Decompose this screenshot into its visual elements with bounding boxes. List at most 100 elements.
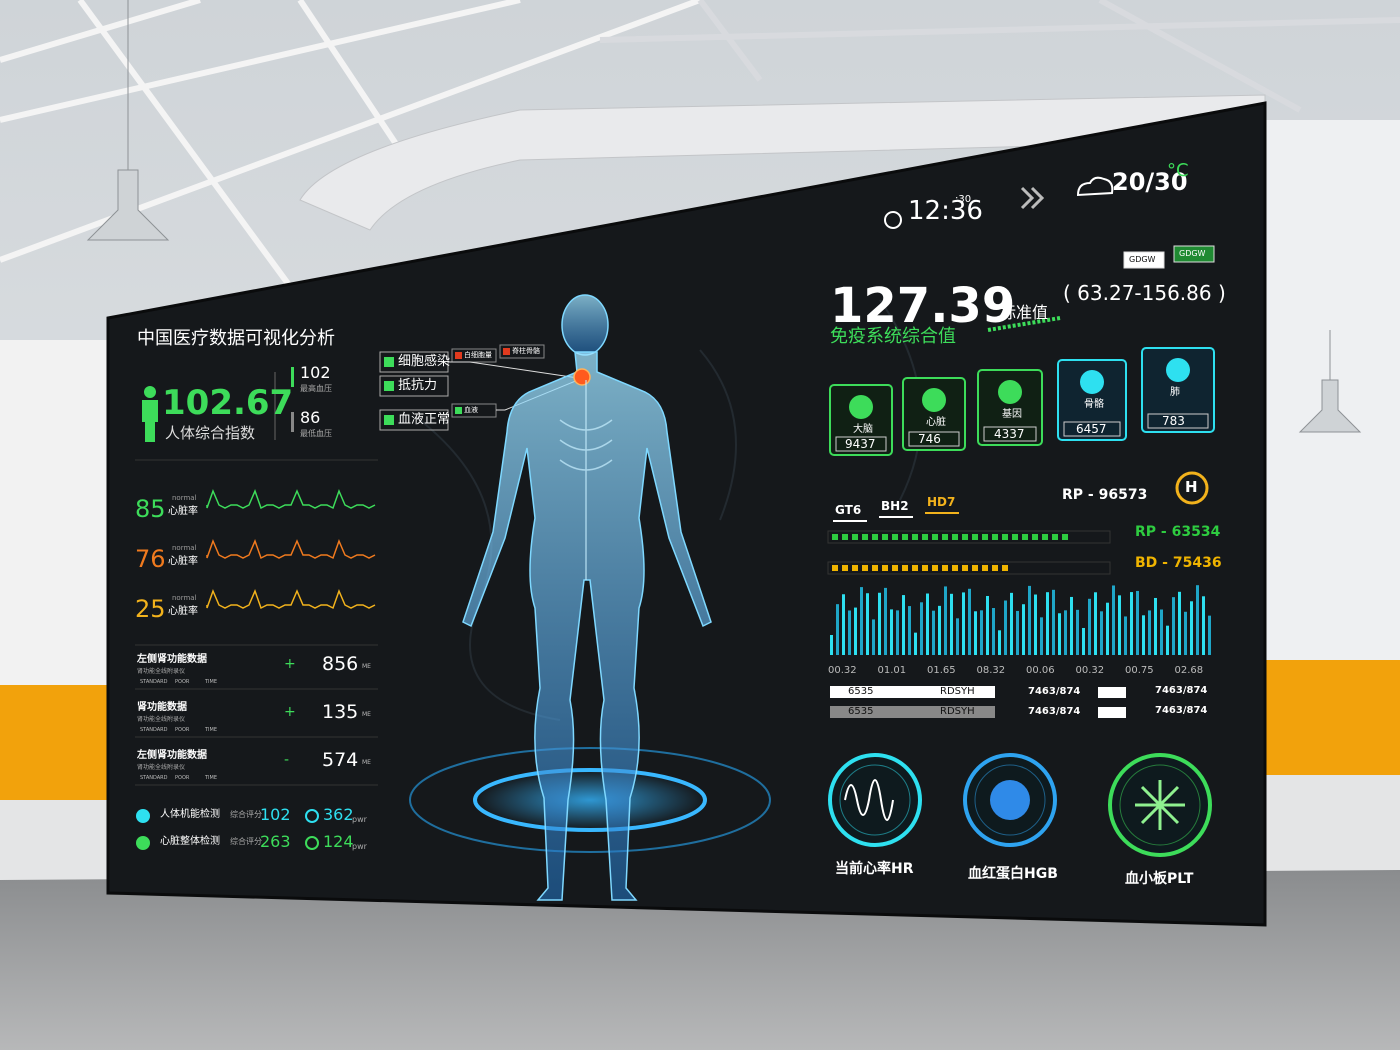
- organ-tile: [1057, 359, 1127, 441]
- platelet-image: [1135, 780, 1185, 830]
- organ-name: 肺: [1170, 387, 1180, 398]
- wall-left: [0, 800, 110, 880]
- heart-rate-label: 心脏率: [168, 606, 198, 617]
- function-value: 574: [322, 749, 359, 771]
- spectrum-bar: [986, 595, 989, 655]
- chevrons: [1020, 186, 1045, 210]
- spectrum-bar: [914, 632, 917, 655]
- organ-value-box: [1063, 421, 1121, 437]
- gauge-inner: [974, 764, 1046, 836]
- function-subtitle: 肾功能全线附录仪: [137, 668, 186, 675]
- wave-label: 02.68: [1174, 665, 1204, 676]
- spectrum-bar: [848, 610, 851, 655]
- wave-label: 08.32: [976, 665, 1006, 676]
- check-icon: [136, 836, 150, 850]
- tag-label: 细胞感染: [398, 354, 451, 369]
- wave-label: 01.65: [927, 665, 956, 676]
- function-value: 135: [322, 701, 359, 723]
- logo-ring: [1175, 471, 1209, 505]
- organ-value: 746: [918, 432, 941, 446]
- spectrum-bar: [992, 608, 995, 655]
- spectrum-bar: [878, 592, 881, 655]
- index-value: 102.67: [162, 383, 294, 423]
- pressure-label: 最低血压: [300, 429, 332, 438]
- organ-value: 9437: [845, 437, 876, 451]
- spectrum-bar: [1136, 590, 1139, 655]
- standard-label: 标准值: [1000, 303, 1049, 322]
- tab: GT6: [835, 503, 862, 517]
- spectrum-bar: [1196, 585, 1199, 655]
- rp-label: RP - 96573: [1062, 487, 1148, 503]
- spectrum-bar: [1070, 596, 1073, 655]
- tag-check: [384, 381, 394, 391]
- badge-label: GDGW: [1129, 255, 1156, 264]
- person-icon: [144, 386, 156, 398]
- heart-rate-value: 25: [135, 595, 166, 623]
- small-tag-box: [451, 348, 497, 363]
- main-label: 免疫系统综合值: [830, 326, 956, 347]
- spectrum-bar: [890, 609, 893, 655]
- spectrum-bar: [1208, 615, 1211, 655]
- spectrum-bar: [1190, 601, 1193, 655]
- organ-value-box: [983, 426, 1037, 442]
- screen: [106, 101, 1267, 927]
- organ-tile: [977, 369, 1043, 446]
- pressure-value: 86: [300, 408, 321, 427]
- tag-check: [384, 357, 394, 367]
- power-unit: pwr: [352, 815, 367, 824]
- heart-rate-value: 76: [135, 545, 166, 573]
- function-sign: +: [284, 656, 296, 672]
- table-bar: [830, 706, 995, 718]
- progress-label: RP - 63534: [1135, 524, 1221, 540]
- heart-rate-label: 心脏率: [168, 506, 198, 517]
- spectrum-bar: [860, 587, 863, 655]
- function-subtitle: 肾功能全线附录仪: [137, 716, 186, 723]
- organ-icon: [922, 388, 946, 412]
- yellow-band: [1265, 660, 1400, 775]
- function-title: 肾功能数据: [137, 702, 187, 713]
- table-value: 7463/874: [1155, 685, 1208, 696]
- spectrum-bar: [1058, 613, 1061, 655]
- spectrum-bar: [980, 610, 983, 655]
- spectrum-bar: [1130, 592, 1133, 655]
- function-legend: TIME: [205, 727, 218, 733]
- function-legend: TIME: [205, 679, 218, 685]
- score-value: 263: [260, 832, 291, 851]
- spectrum-bar: [1178, 591, 1181, 655]
- function-legend: POOR: [175, 679, 190, 685]
- spectrum-bar: [1112, 585, 1115, 655]
- table-value: 7463/874: [1028, 686, 1081, 697]
- organ-value: 4337: [994, 427, 1025, 441]
- organ-value-box: [908, 431, 960, 447]
- index-label: 人体综合指数: [165, 424, 256, 442]
- spectrum-bar: [920, 602, 923, 655]
- function-legend: STANDARD: [140, 775, 168, 781]
- small-tag-label: 血液: [464, 406, 478, 414]
- function-title: 左侧肾功能数据: [137, 750, 207, 761]
- spectrum-bar: [1118, 595, 1121, 655]
- weather: 20/30: [1112, 168, 1188, 196]
- function-sign: +: [284, 704, 296, 720]
- spectrum-bar: [1034, 594, 1037, 655]
- spectrum-bar: [1184, 611, 1187, 655]
- ecg-line: [206, 538, 376, 560]
- spectrum-bar: [884, 587, 887, 655]
- organ-name: 心脏: [926, 417, 946, 428]
- weather-unit: °C: [1167, 160, 1189, 181]
- spectrum-bar: [830, 635, 833, 655]
- table-value: 7463/874: [1155, 705, 1208, 716]
- spectrum-bar: [1154, 597, 1157, 655]
- table-value: 7463/874: [1028, 706, 1081, 717]
- heart-rate-status: normal: [172, 544, 197, 552]
- function-legend: POOR: [175, 775, 190, 781]
- organ-value-box: [835, 436, 887, 452]
- spectrum-bar: [1094, 592, 1097, 655]
- heart-rate-status: normal: [172, 494, 197, 502]
- power-unit: pwr: [352, 842, 367, 851]
- spectrum-bar: [1004, 600, 1007, 655]
- organ-icon: [1080, 370, 1104, 394]
- organ-value-box: [1147, 413, 1209, 429]
- power-icon: [305, 836, 319, 850]
- score-label: 综合评分: [230, 810, 262, 819]
